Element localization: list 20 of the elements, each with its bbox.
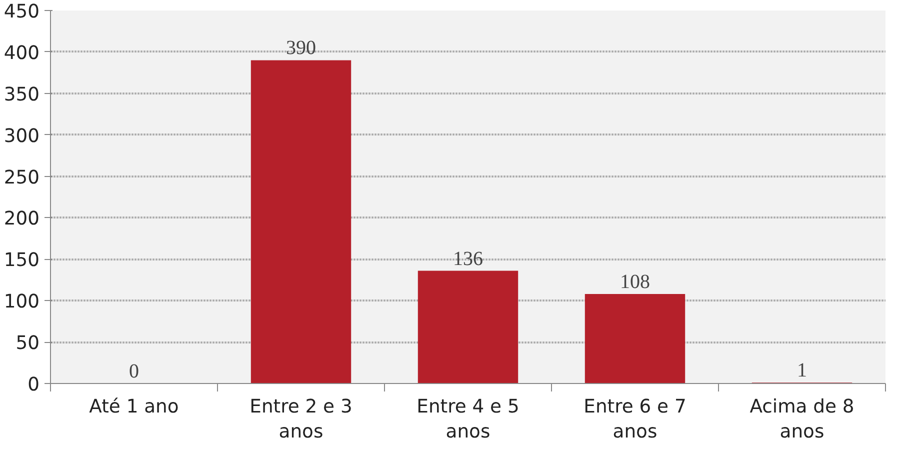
data-label: 1 (797, 360, 807, 382)
data-label: 108 (620, 270, 650, 293)
y-tick-label: 150 (4, 250, 40, 272)
data-label: 0 (129, 360, 139, 382)
data-label: 136 (453, 248, 483, 270)
x-tick-label: Entre 2 e 3 anos (250, 396, 352, 443)
y-tick-label: 0 (28, 374, 40, 396)
y-tick-label: 300 (4, 126, 40, 147)
x-tick-label: Entre 6 e 7 anos (584, 396, 686, 443)
x-tick-label: Entre 4 e 5 anos (416, 396, 520, 443)
y-tick-label: 200 (4, 208, 40, 230)
y-tick-label: 50 (16, 333, 40, 354)
y-tick-label: 400 (4, 42, 40, 64)
y-tick-label: 100 (4, 292, 40, 313)
y-tick-label: 450 (4, 2, 40, 22)
data-label: 390 (286, 37, 316, 60)
x-tick-label: Até 1 ano (89, 396, 179, 418)
x-tick-label: Acima de 8 anos (750, 396, 854, 443)
y-tick-label: 350 (4, 84, 40, 106)
y-tick-label: 250 (4, 167, 40, 188)
